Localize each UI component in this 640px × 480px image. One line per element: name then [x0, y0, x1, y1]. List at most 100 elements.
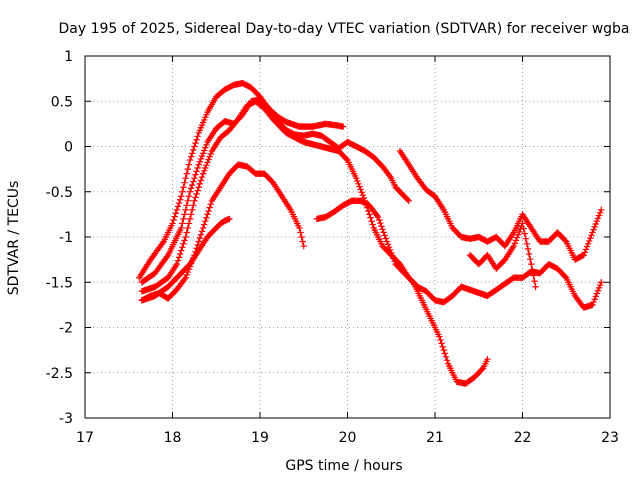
data-point-marker — [196, 234, 204, 242]
data-point-marker — [357, 186, 364, 193]
y-tick-label: -1.5 — [46, 275, 73, 291]
series-line — [316, 200, 489, 385]
data-point-marker — [598, 206, 605, 214]
data-point-marker — [190, 146, 197, 154]
data-point-marker — [173, 206, 181, 214]
data-point-marker — [386, 246, 394, 254]
data-point-marker — [588, 232, 595, 239]
data-point-marker — [175, 199, 183, 207]
data-point-marker — [582, 246, 590, 253]
data-point-marker — [178, 247, 185, 254]
data-point-marker — [199, 150, 207, 157]
chart-title: Day 195 of 2025, Sidereal Day-to-day VTE… — [58, 21, 629, 37]
data-point-marker — [199, 170, 207, 177]
data-point-marker — [180, 240, 187, 247]
data-point-marker — [581, 249, 589, 256]
data-point-marker — [172, 210, 179, 217]
data-point-marker — [202, 144, 209, 151]
data-point-marker — [383, 238, 391, 245]
data-point-marker — [520, 225, 527, 232]
data-point-marker — [176, 250, 184, 258]
data-point-marker — [592, 293, 599, 300]
data-point-marker — [382, 235, 389, 242]
data-point-marker — [441, 350, 449, 357]
data-point-marker — [188, 181, 196, 189]
data-point-marker — [404, 196, 411, 203]
data-point-marker — [195, 184, 202, 191]
data-point-marker — [596, 281, 604, 289]
data-point-marker — [584, 240, 592, 247]
data-point-marker — [195, 161, 202, 168]
data-point-marker — [353, 174, 360, 182]
data-point-marker — [339, 123, 347, 130]
data-point-marker — [191, 143, 198, 150]
data-point-marker — [580, 251, 587, 259]
data-point-marker — [185, 161, 193, 168]
data-point-marker — [436, 333, 443, 340]
data-point-marker — [193, 190, 200, 198]
data-point-marker — [196, 180, 204, 188]
data-point-marker — [439, 343, 446, 350]
data-point-marker — [202, 217, 209, 225]
data-point-marker — [183, 229, 190, 236]
data-point-marker — [437, 336, 444, 344]
data-point-marker — [532, 283, 539, 290]
data-point-marker — [197, 155, 205, 163]
data-point-marker — [510, 242, 517, 250]
series-arc-5 — [138, 215, 233, 304]
data-point-marker — [561, 273, 569, 280]
data-point-marker — [192, 139, 199, 147]
data-point-marker — [369, 221, 376, 228]
data-point-marker — [179, 188, 186, 195]
data-point-marker — [596, 209, 604, 216]
data-point-marker — [583, 243, 591, 250]
data-point-marker — [206, 153, 213, 160]
data-point-marker — [173, 260, 181, 268]
y-tick-label: -2.5 — [46, 366, 73, 382]
data-series — [136, 79, 605, 387]
data-point-marker — [516, 228, 523, 236]
data-point-marker — [531, 277, 538, 285]
data-point-marker — [594, 215, 602, 222]
data-point-marker — [390, 255, 397, 262]
data-point-marker — [525, 250, 533, 258]
data-point-marker — [595, 212, 603, 219]
data-point-marker — [478, 366, 486, 373]
data-point-marker — [169, 220, 176, 227]
data-point-marker — [300, 242, 307, 250]
data-point-marker — [512, 237, 520, 244]
data-point-marker — [184, 224, 192, 232]
data-point-marker — [593, 290, 601, 297]
data-point-marker — [529, 266, 536, 274]
x-tick-label: 22 — [514, 430, 532, 446]
data-point-marker — [170, 216, 177, 224]
data-point-marker — [590, 298, 597, 306]
data-point-marker — [355, 180, 362, 188]
data-point-marker — [194, 164, 201, 172]
data-point-marker — [381, 232, 388, 239]
data-point-marker — [187, 153, 195, 160]
x-tick-label: 20 — [339, 430, 357, 446]
x-tick-labels: 17 18 19 20 21 22 23 — [76, 430, 619, 446]
data-point-marker — [179, 220, 186, 227]
data-point-marker — [196, 158, 204, 165]
data-point-marker — [589, 229, 596, 236]
data-point-marker — [188, 206, 196, 214]
y-tick-label: 1 — [64, 49, 73, 65]
data-point-marker — [201, 147, 208, 154]
data-point-marker — [526, 255, 534, 263]
data-point-marker — [443, 357, 451, 364]
data-point-marker — [183, 271, 190, 279]
y-tick-label: -1 — [59, 230, 73, 246]
data-point-marker — [203, 141, 210, 149]
series-arc-6 — [313, 197, 491, 387]
data-point-marker — [528, 260, 535, 268]
data-point-marker — [199, 224, 207, 232]
data-point-marker — [163, 253, 171, 260]
data-point-marker — [524, 245, 532, 253]
series-arc-8 — [466, 220, 539, 290]
data-point-marker — [191, 174, 198, 182]
data-point-marker — [181, 179, 188, 186]
x-tick-label: 17 — [76, 430, 94, 446]
